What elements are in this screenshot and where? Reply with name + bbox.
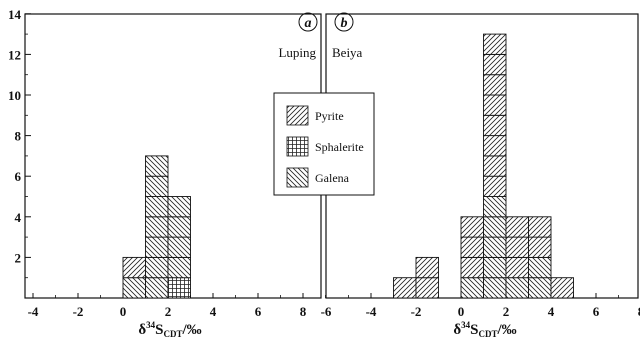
bar-b-galena-bin-0-box-1: [460, 277, 484, 299]
bar-b-pyrite-bin--3-box-1: [393, 277, 417, 299]
x-tick-label-a--4: -4: [28, 304, 39, 319]
legend-item-pyrite: Pyrite: [286, 105, 344, 126]
bar-b-pyrite-bin-0-box-4: [460, 216, 484, 238]
bar-a-galena-bin-1-box-5: [145, 196, 169, 218]
bar-b-pyrite-bin-0-box-2: [460, 256, 484, 279]
panel-b-bars: [393, 33, 574, 299]
y-tick-label-14: 14: [8, 7, 22, 22]
y-tick-label-12: 12: [8, 47, 21, 62]
panel-b-x-axis: -6 -4 -2 0 2 4 6 8: [321, 293, 640, 319]
bar-b-pyrite-bin-1-box-12: [483, 53, 507, 76]
bar-a-sphalerite-bin-2-box-1: [167, 277, 191, 299]
panel-a-location: Luping: [278, 45, 316, 60]
x-tick-label-a-6: 6: [255, 304, 262, 319]
legend: Pyrite Sphalerite Galena: [273, 92, 375, 196]
bar-b-pyrite-bin-1-box-8: [483, 135, 507, 157]
x-tick-label-b-0: 0: [458, 304, 465, 319]
bar-a-galena-bin-0-box-1: [122, 277, 146, 299]
panel-a-letter: a: [305, 16, 312, 31]
bar-a-galena-bin-1-box-3: [145, 236, 169, 258]
panel-a-luping: 2 4 6 8 10 12 14 -4 -2 0 2 4 6 8 a Luping δ34SCDT/‰: [8, 7, 326, 339]
bar-a-galena-bin-1-box-1: [145, 277, 169, 299]
bar-b-galena-bin-2-box-1: [505, 277, 529, 299]
panel-b-location: Beiya: [332, 45, 363, 60]
bar-b-pyrite-bin-2-box-3: [505, 236, 529, 258]
panel-b-x-axis-title: δ34SCDT/‰: [453, 320, 516, 339]
bar-a-galena-bin-1-box-2: [145, 256, 169, 279]
panel-a-bars: [122, 155, 191, 299]
bar-a-galena-bin-2-box-3: [167, 236, 191, 258]
bar-b-galena-bin-1-box-4: [483, 216, 507, 238]
panel-a-badge-circle: [298, 12, 318, 32]
legend-label-galena: Galena: [315, 171, 350, 185]
bar-b-pyrite-bin-2-box-4: [505, 216, 529, 238]
legend-swatch-sphalerite: [286, 136, 309, 157]
bar-a-galena-bin-1-box-6: [145, 175, 169, 197]
bar-b-pyrite-bin-2-box-2: [505, 256, 529, 279]
y-tick-label-4: 4: [15, 210, 22, 225]
x-tick-label-b-2: 2: [503, 304, 510, 319]
panel-b-badge-circle: [334, 12, 354, 32]
panel-a-x-axis: -4 -2 0 2 4 6 8: [28, 293, 326, 319]
bar-b-galena-bin-1-box-2: [483, 256, 507, 279]
x-tick-label-a-4: 4: [210, 304, 217, 319]
y-tick-label-6: 6: [15, 169, 22, 184]
x-tick-label-b-8: 8: [638, 304, 640, 319]
panel-b-beiya: -6 -4 -2 0 2 4 6 8 b Beiya δ34SCDT/‰: [321, 12, 640, 339]
x-tick-label-a--2: -2: [73, 304, 84, 319]
x-tick-label-a-2: 2: [165, 304, 172, 319]
legend-label-pyrite: Pyrite: [315, 109, 344, 123]
x-tick-label-b--4: -4: [366, 304, 377, 319]
x-tick-label-a-8: 8: [300, 304, 307, 319]
panel-a-x-axis-title: δ34SCDT/‰: [138, 320, 201, 339]
bar-b-pyrite-bin-1-box-13: [483, 33, 507, 55]
bar-b-pyrite-bin-4-box-1: [550, 277, 574, 299]
x-tick-label-b--6: -6: [321, 304, 332, 319]
x-tick-label-b-4: 4: [548, 304, 555, 319]
bar-a-galena-bin-1-box-4: [145, 216, 169, 238]
y-tick-label-2: 2: [15, 250, 22, 265]
bar-a-galena-bin-2-box-2: [167, 256, 191, 279]
bar-b-pyrite-bin-1-box-6: [483, 175, 507, 197]
bar-b-pyrite-bin-3-box-4: [528, 216, 552, 238]
bar-b-galena-bin-3-box-2: [528, 256, 552, 279]
panel-a-y-axis: 2 4 6 8 10 12 14: [8, 7, 31, 279]
bar-b-galena-bin-1-box-3: [483, 236, 507, 258]
legend-label-sphalerite: Sphalerite: [315, 140, 364, 154]
legend-item-galena: Galena: [286, 167, 350, 188]
bar-a-pyrite-bin-0-box-2: [122, 256, 146, 279]
bar-b-pyrite-bin-3-box-3: [528, 236, 552, 258]
x-tick-label-b--2: -2: [411, 304, 422, 319]
bar-b-pyrite-bin-1-box-9: [483, 114, 507, 137]
x-tick-label-a-0: 0: [120, 304, 127, 319]
y-tick-label-10: 10: [8, 88, 21, 103]
legend-swatch-galena: [286, 167, 309, 188]
panel-b-letter: b: [341, 16, 348, 31]
bar-b-pyrite-bin--2-box-1: [415, 277, 439, 299]
bar-b-galena-bin-1-box-5: [483, 196, 507, 218]
bar-a-galena-bin-1-box-7: [145, 155, 169, 177]
bar-b-pyrite-bin-0-box-3: [460, 236, 484, 258]
legend-swatch-pyrite: [286, 105, 309, 126]
bar-a-galena-bin-2-box-4: [167, 216, 191, 238]
x-tick-label-b-6: 6: [593, 304, 600, 319]
bar-a-galena-bin-2-box-5: [167, 196, 191, 218]
bar-b-pyrite-bin-1-box-10: [483, 94, 507, 116]
bar-b-pyrite-bin-1-box-7: [483, 155, 507, 177]
legend-item-sphalerite: Sphalerite: [286, 136, 364, 157]
y-tick-label-8: 8: [15, 129, 22, 144]
bar-b-pyrite-bin--2-box-2: [415, 256, 439, 279]
bar-b-galena-bin-1-box-1: [483, 277, 507, 299]
bar-b-pyrite-bin-1-box-11: [483, 74, 507, 96]
bar-b-galena-bin-3-box-1: [528, 277, 552, 299]
